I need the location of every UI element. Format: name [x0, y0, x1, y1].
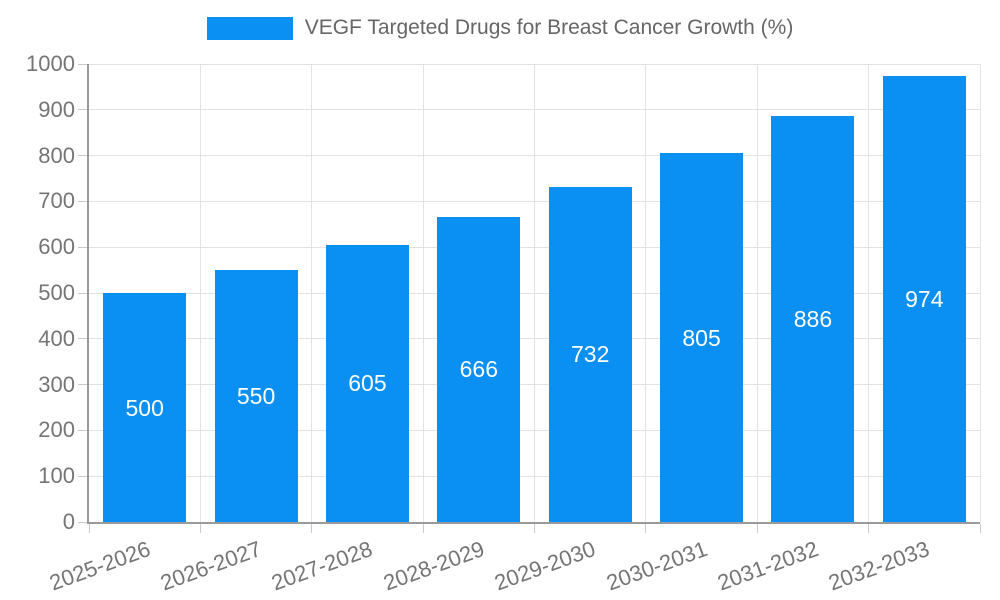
bar-value-label: 666 [459, 356, 498, 383]
x-axis-tick [534, 524, 535, 533]
y-axis-tick-label: 700 [38, 188, 75, 214]
y-axis-tick [78, 200, 87, 202]
bar [103, 293, 187, 522]
bar-value-label: 805 [682, 324, 721, 351]
bar [214, 270, 298, 522]
x-axis-tick [88, 524, 90, 533]
y-axis-tick [78, 429, 87, 431]
gridline-vertical [868, 64, 870, 522]
x-axis-tick [311, 524, 313, 533]
bar-value-label: 500 [125, 394, 164, 421]
bar-value-label: 974 [905, 285, 944, 312]
legend-swatch-icon [206, 16, 293, 40]
bar [437, 216, 521, 522]
y-axis-tick [78, 521, 87, 523]
y-axis-tick [78, 155, 87, 157]
legend-label: VEGF Targeted Drugs for Breast Cancer Gr… [304, 16, 794, 39]
y-axis-tick-label: 0 [62, 509, 75, 534]
bar-value-label: 550 [236, 383, 276, 410]
y-axis-tick-label: 400 [38, 325, 75, 351]
bar-value-label: 605 [348, 370, 387, 397]
y-axis-tick-label: 100 [38, 463, 75, 489]
y-axis-tick-label: 500 [38, 280, 75, 305]
y-axis-tick [78, 292, 87, 294]
chart-legend: VEGF Targeted Drugs for Breast Cancer Gr… [0, 16, 1000, 40]
bar [882, 75, 966, 522]
bar [660, 153, 744, 522]
y-axis-tick [78, 338, 87, 340]
y-axis-tick [78, 384, 87, 386]
gridline-vertical [534, 64, 535, 522]
bar-value-label: 886 [793, 306, 833, 333]
y-axis-tick-label: 900 [38, 96, 75, 122]
gridline-vertical [422, 64, 424, 522]
y-axis-tick [78, 475, 87, 477]
bar [771, 116, 855, 522]
x-axis-tick [979, 524, 981, 533]
gridline-vertical [311, 64, 313, 522]
x-axis-tick [756, 524, 758, 533]
y-axis-tick-label: 800 [38, 142, 75, 168]
gridline-vertical [756, 64, 758, 522]
gridline-vertical [199, 64, 201, 522]
y-axis-tick [78, 109, 87, 111]
gridline-vertical [979, 64, 981, 522]
x-axis-tick [645, 524, 647, 533]
y-axis-tick-label: 1000 [26, 51, 75, 76]
y-axis-tick-label: 200 [38, 417, 75, 443]
y-axis-tick [78, 246, 87, 248]
bar-value-label: 732 [571, 341, 610, 368]
y-axis-tick-label: 600 [38, 234, 75, 260]
gridline-vertical [645, 64, 647, 522]
x-axis-tick [199, 524, 201, 533]
bar [325, 244, 409, 522]
x-axis-tick [868, 524, 870, 533]
plot-area: 0 100 200 300 400 500 600 700 800 900 1000 500 2025-… [26, 53, 981, 595]
bar [548, 186, 632, 522]
x-axis-tick [422, 524, 424, 533]
y-axis-tick [78, 63, 87, 65]
y-axis-tick-label: 300 [38, 371, 75, 397]
